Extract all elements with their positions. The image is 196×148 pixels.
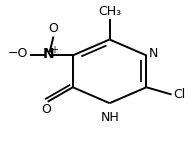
Text: O: O xyxy=(41,103,51,116)
Text: N: N xyxy=(149,48,158,61)
Text: N: N xyxy=(43,47,54,61)
Text: Cl: Cl xyxy=(173,88,186,101)
Text: NH: NH xyxy=(101,111,120,124)
Text: O: O xyxy=(49,22,58,35)
Text: CH₃: CH₃ xyxy=(98,5,121,18)
Text: −O: −O xyxy=(8,48,28,61)
Text: +: + xyxy=(50,45,58,55)
